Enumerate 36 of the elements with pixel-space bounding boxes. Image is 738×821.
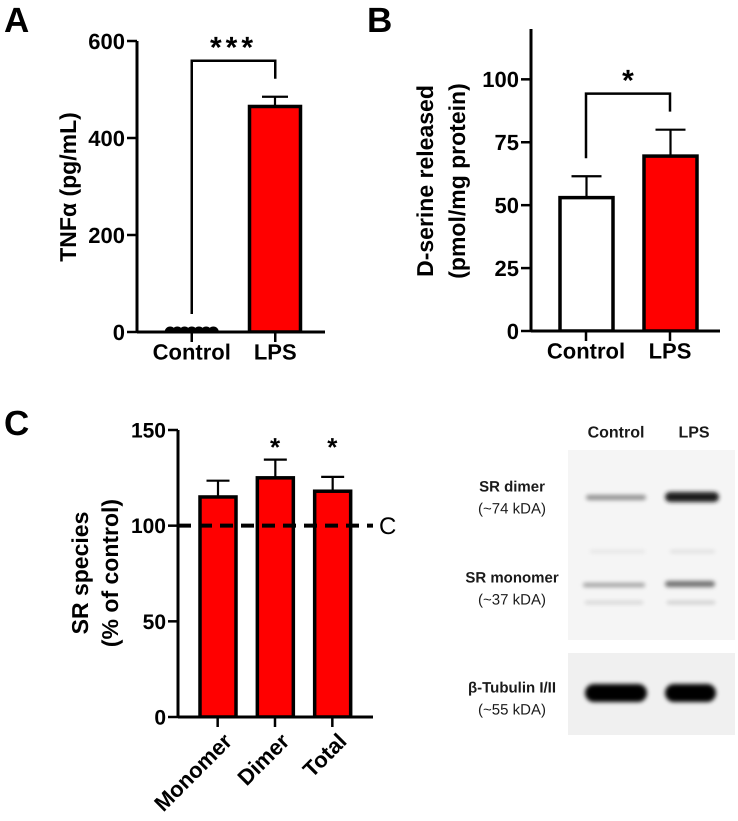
- y-tick-label: 400: [88, 126, 125, 151]
- y-tick-label: 50: [142, 610, 166, 634]
- text: (~37 kDA): [478, 592, 546, 608]
- annotation: *: [622, 64, 634, 98]
- y-tick-label: 150: [130, 419, 166, 442]
- annotation: *: [270, 432, 281, 462]
- ref-line-label: C: [379, 513, 396, 540]
- y-tick-label: 0: [506, 318, 519, 344]
- category-label: Control: [588, 424, 644, 442]
- y-tick-label: 50: [494, 192, 519, 218]
- text: (~55 kDA): [478, 702, 546, 718]
- y-tick-label: 0: [154, 706, 166, 730]
- category-label: LPS: [678, 424, 710, 442]
- chart-title: B: [367, 1, 392, 40]
- chart-title: A: [4, 1, 30, 40]
- text: SR monomer: [465, 570, 559, 586]
- text: (~74 kDA): [478, 500, 546, 518]
- text: SR dimer: [479, 478, 546, 496]
- y-axis-title: D-serine released (pmol/mg protein): [412, 83, 470, 279]
- y-tick-label: 200: [88, 222, 125, 248]
- y-tick-label: 600: [88, 28, 125, 54]
- x-tick-label: Control: [546, 338, 626, 364]
- y-tick-label: 100: [482, 67, 519, 92]
- x-tick-label: Control: [152, 340, 231, 365]
- annotation: *: [327, 432, 338, 462]
- y-tick-label: 100: [130, 515, 166, 538]
- x-tick-label: LPS: [648, 338, 692, 364]
- chart-title: C: [4, 404, 30, 443]
- y-tick-label: 25: [494, 256, 519, 281]
- text: β-Tubulin I/II: [468, 680, 556, 696]
- annotation: ***: [210, 32, 258, 65]
- y-axis-title: TNFα (pg/mL): [55, 112, 81, 262]
- y-axis-title: SR species (% of control): [67, 498, 123, 648]
- x-tick-label: LPS: [254, 340, 297, 365]
- y-tick-label: 0: [112, 320, 125, 345]
- y-tick-label: 75: [494, 130, 519, 156]
